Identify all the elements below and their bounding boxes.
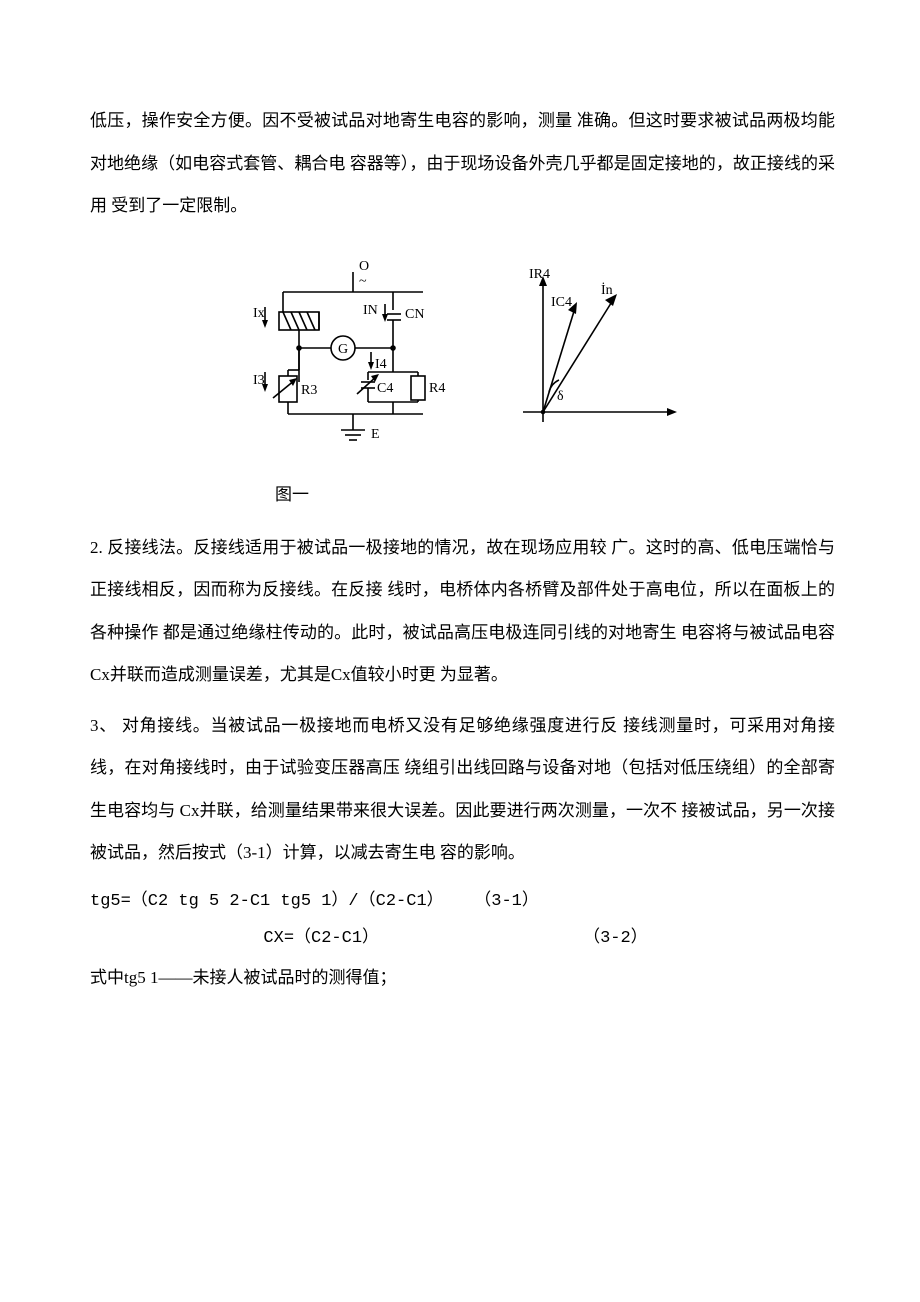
- svg-text:R4: R4: [429, 381, 445, 396]
- svg-text:E: E: [371, 427, 380, 442]
- figure-1: O ~ Ix IN: [90, 252, 835, 469]
- svg-text:Ix: Ix: [253, 306, 265, 321]
- figure-1-caption: 图一: [90, 474, 835, 517]
- svg-text:CN: CN: [405, 307, 424, 322]
- circuit-diagram: O ~ Ix IN: [243, 252, 683, 452]
- svg-text:C4: C4: [377, 381, 393, 396]
- svg-text:O: O: [359, 259, 369, 274]
- svg-text:I4: I4: [375, 357, 387, 372]
- svg-text:IN: IN: [363, 303, 378, 318]
- paragraph-4: 式中tg5 1——未接人被试品时的测得值；: [90, 957, 835, 1000]
- equation-3-2: CX=（C2-C1） （3-2）: [90, 920, 835, 957]
- svg-text:IR4: IR4: [529, 267, 550, 282]
- paragraph-2: 2. 反接线法。反接线适用于被试品一极接地的情况，故在现场应用较 广。这时的高、…: [90, 527, 835, 697]
- svg-text:G: G: [338, 342, 348, 357]
- paragraph-3: 3、 对角接线。当被试品一极接地而电桥又没有足够绝缘强度进行反 接线测量时，可采…: [90, 705, 835, 875]
- svg-text:~: ~: [359, 274, 367, 289]
- equation-3-1: tg5=（C2 tg 5 2-C1 tg5 1）/（C2-C1） （3-1）: [90, 883, 835, 920]
- svg-text:R3: R3: [301, 383, 317, 398]
- paragraph-1: 低压，操作安全方便。因不受被试品对地寄生电容的影响，测量 准确。但这时要求被试品…: [90, 100, 835, 228]
- svg-text:IC4: IC4: [551, 295, 572, 310]
- svg-text:İn: İn: [601, 282, 613, 298]
- svg-text:δ: δ: [557, 389, 564, 404]
